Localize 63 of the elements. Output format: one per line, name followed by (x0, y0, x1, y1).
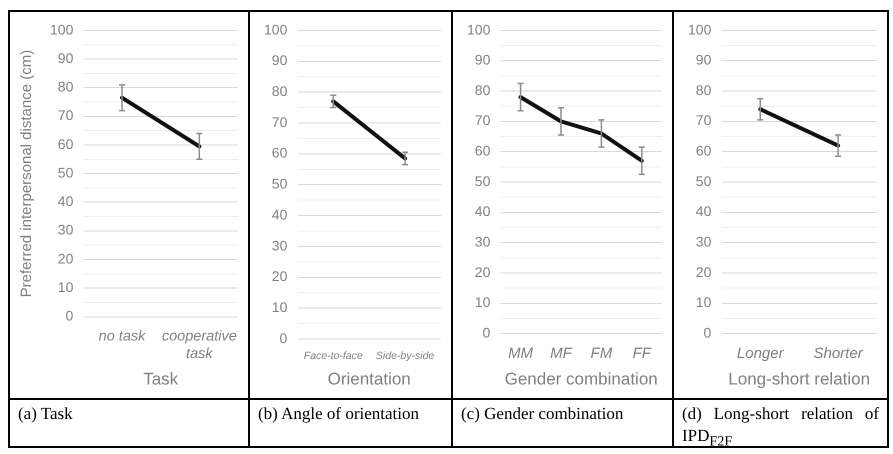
x-axis-title: Task (143, 369, 179, 388)
y-tick-label: 70 (696, 112, 712, 128)
y-tick-label: 80 (272, 82, 288, 99)
y-tick-label: 20 (474, 264, 491, 280)
y-tick-label: 10 (58, 279, 74, 296)
y-tick-label: 30 (272, 237, 288, 254)
text: (c) Gender combination (453, 398, 672, 446)
y-tick-label: 10 (474, 294, 491, 310)
y-tick-label: 20 (272, 268, 288, 284)
x-tick-label: cooperative task (162, 328, 237, 362)
y-tick-label: 100 (467, 21, 491, 38)
x-tick-label: Side-by-side (376, 350, 434, 362)
y-tick-label: 30 (474, 234, 491, 250)
y-tick-label: 0 (66, 308, 74, 324)
y-tick-label: 50 (696, 172, 712, 189)
y-tick-label: 40 (58, 193, 74, 210)
x-tick-label: FM (590, 344, 613, 362)
y-tick-label: 0 (704, 324, 712, 340)
x-tick-label: Face-to-face (304, 350, 363, 362)
y-tick-label: 30 (696, 234, 712, 250)
y-tick-label: 60 (696, 142, 712, 159)
y-tick-label: 100 (264, 21, 288, 38)
y-tick-label: 100 (688, 21, 712, 38)
y-tick-label: 30 (58, 222, 74, 238)
y-tick-label: 20 (696, 264, 712, 280)
y-tick-label: 90 (272, 52, 288, 68)
y-tick-label: 80 (58, 78, 74, 95)
y-tick-label: 70 (58, 107, 74, 124)
y-tick-label: 60 (474, 142, 491, 159)
y-axis-title: Preferred interpersonal distance (cm) (18, 50, 36, 298)
y-tick-label: 40 (474, 203, 491, 220)
y-tick-label: 50 (272, 176, 288, 192)
y-tick-label: 20 (58, 250, 74, 266)
text: (a) Task (10, 398, 248, 446)
y-tick-label: 50 (58, 164, 74, 180)
y-tick-label: 60 (58, 136, 74, 152)
x-tick-label: Shorter (813, 344, 864, 362)
y-tick-label: 40 (272, 206, 288, 222)
x-tick-label: no task (98, 328, 146, 345)
text: (b) Angle of orientation (250, 398, 451, 446)
y-tick-label: 80 (696, 82, 712, 98)
y-tick-label: 0 (482, 324, 491, 340)
x-axis-title: Orientation (328, 369, 411, 388)
y-tick-label: 80 (474, 82, 491, 98)
y-tick-label: 10 (696, 294, 712, 310)
y-tick-label: 40 (696, 203, 712, 220)
y-tick-label: 10 (272, 299, 288, 315)
y-tick-label: 70 (474, 112, 491, 128)
y-tick-label: 100 (50, 21, 74, 38)
x-tick-label: MM (508, 344, 534, 362)
y-tick-label: 90 (58, 50, 74, 66)
y-tick-label: 50 (474, 172, 491, 189)
y-tick-label: 60 (272, 144, 288, 161)
x-tick-label: Longer (736, 344, 785, 362)
y-tick-label: 90 (696, 52, 712, 68)
x-tick-label: MF (550, 344, 573, 362)
x-axis-title: Long-short relation (728, 369, 870, 388)
y-tick-label: 0 (280, 330, 288, 346)
x-tick-label: FF (632, 344, 652, 362)
text: (d) Long-short relation of IPD$_{F2F}$ (681, 403, 880, 450)
y-tick-label: 70 (272, 114, 288, 130)
x-axis-title: Gender combination (504, 369, 658, 388)
y-tick-label: 90 (474, 52, 491, 68)
